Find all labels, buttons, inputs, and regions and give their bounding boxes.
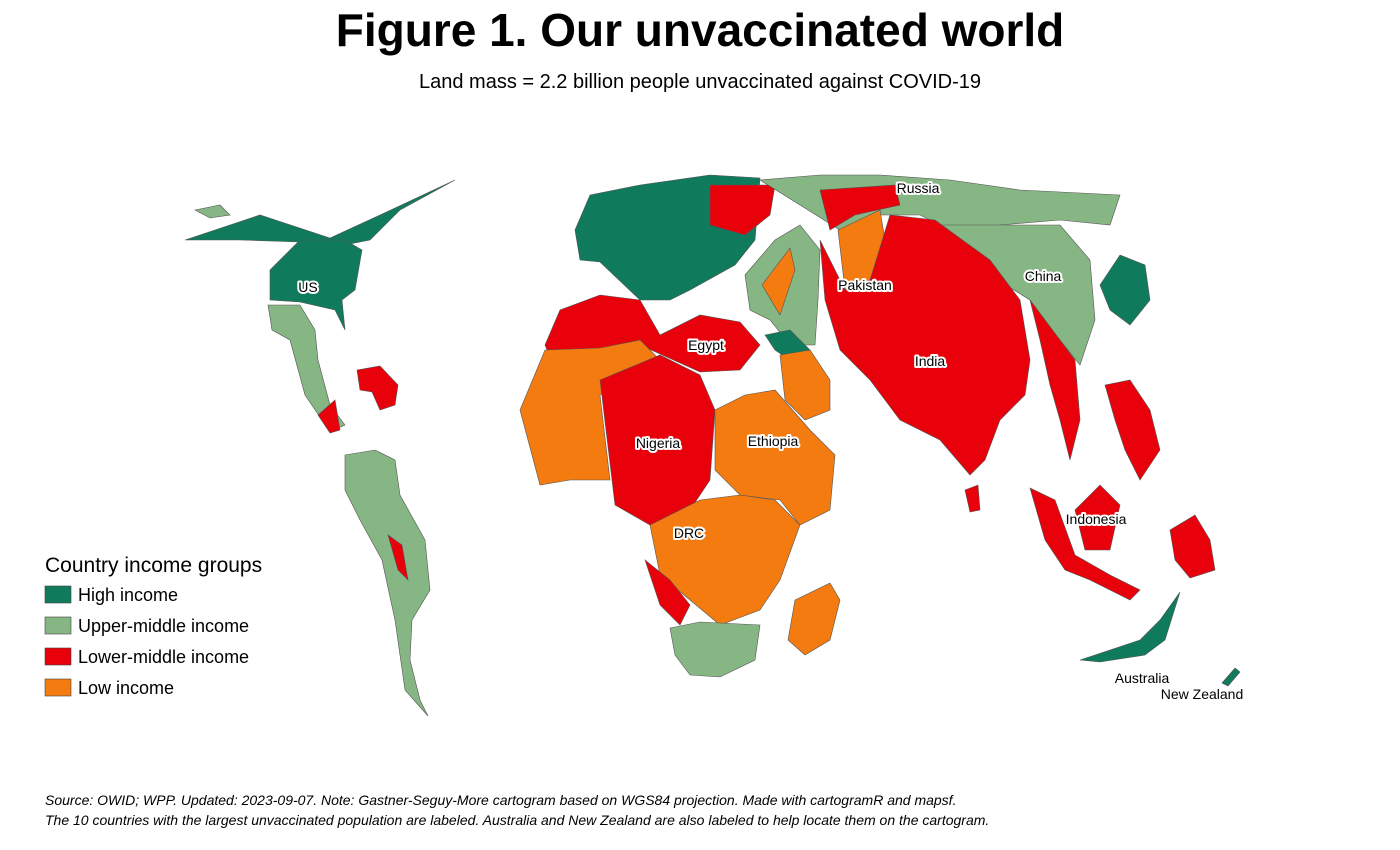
cuba bbox=[356, 365, 399, 411]
new-zealand bbox=[1221, 667, 1241, 687]
south-africa bbox=[669, 621, 761, 678]
indonesia bbox=[1029, 487, 1141, 601]
japan-korea bbox=[1099, 254, 1151, 326]
sri-lanka bbox=[964, 484, 981, 513]
legend-label: Lower-middle income bbox=[78, 647, 249, 667]
country-label: Indonesia bbox=[1066, 511, 1127, 527]
south-america bbox=[344, 449, 431, 717]
legend-label: High income bbox=[78, 585, 178, 605]
legend-swatch bbox=[44, 585, 72, 604]
afghanistan bbox=[761, 247, 796, 316]
source-note: Source: OWID; WPP. Updated: 2023-09-07. … bbox=[45, 792, 956, 808]
country-label: Australia bbox=[1115, 670, 1170, 686]
legend-swatch bbox=[44, 678, 72, 697]
bolivia bbox=[387, 534, 409, 581]
papua bbox=[1169, 514, 1216, 579]
country-label: Russia bbox=[897, 180, 940, 196]
source-note: The 10 countries with the largest unvacc… bbox=[45, 812, 989, 828]
madagascar bbox=[787, 582, 841, 656]
country-label: Pakistan bbox=[838, 277, 892, 293]
central-america bbox=[317, 399, 341, 434]
legend-swatch bbox=[44, 647, 72, 666]
drc bbox=[649, 494, 801, 626]
arabia-yemen bbox=[779, 349, 831, 421]
legend-swatch bbox=[44, 616, 72, 635]
country-label: Egypt bbox=[688, 337, 724, 353]
country-label: India bbox=[915, 353, 946, 369]
cartogram bbox=[184, 174, 1241, 717]
canada-alaska bbox=[184, 179, 456, 246]
country-label: Nigeria bbox=[636, 435, 681, 451]
title: Figure 1. Our unvaccinated world bbox=[336, 4, 1064, 56]
australia bbox=[1079, 591, 1181, 663]
country-labels: US Russia Pakistan China Egypt India Nig… bbox=[296, 178, 1245, 704]
se-asia bbox=[1029, 299, 1081, 461]
country-label: China bbox=[1025, 268, 1062, 284]
legend: Country income groups High income Upper-m… bbox=[44, 554, 262, 698]
country-label: Ethiopia bbox=[748, 433, 799, 449]
nigeria bbox=[599, 354, 716, 526]
philippines bbox=[1104, 379, 1161, 481]
central-asia bbox=[819, 184, 901, 231]
east-africa bbox=[714, 389, 836, 526]
india bbox=[819, 214, 1031, 476]
subtitle: Land mass = 2.2 billion people unvaccina… bbox=[419, 71, 981, 93]
greenland bbox=[194, 204, 231, 219]
legend-label: Upper-middle income bbox=[78, 616, 249, 636]
legend-label: Low income bbox=[78, 678, 174, 698]
country-label: US bbox=[298, 279, 317, 295]
legend-title: Country income groups bbox=[45, 554, 262, 577]
us bbox=[269, 239, 363, 331]
country-label: New Zealand bbox=[1161, 686, 1244, 702]
ukraine bbox=[709, 184, 776, 236]
borneo-sulawesi bbox=[1074, 484, 1121, 551]
mexico bbox=[267, 304, 346, 433]
angola-zambia bbox=[644, 559, 691, 626]
country-label: DRC bbox=[674, 525, 704, 541]
